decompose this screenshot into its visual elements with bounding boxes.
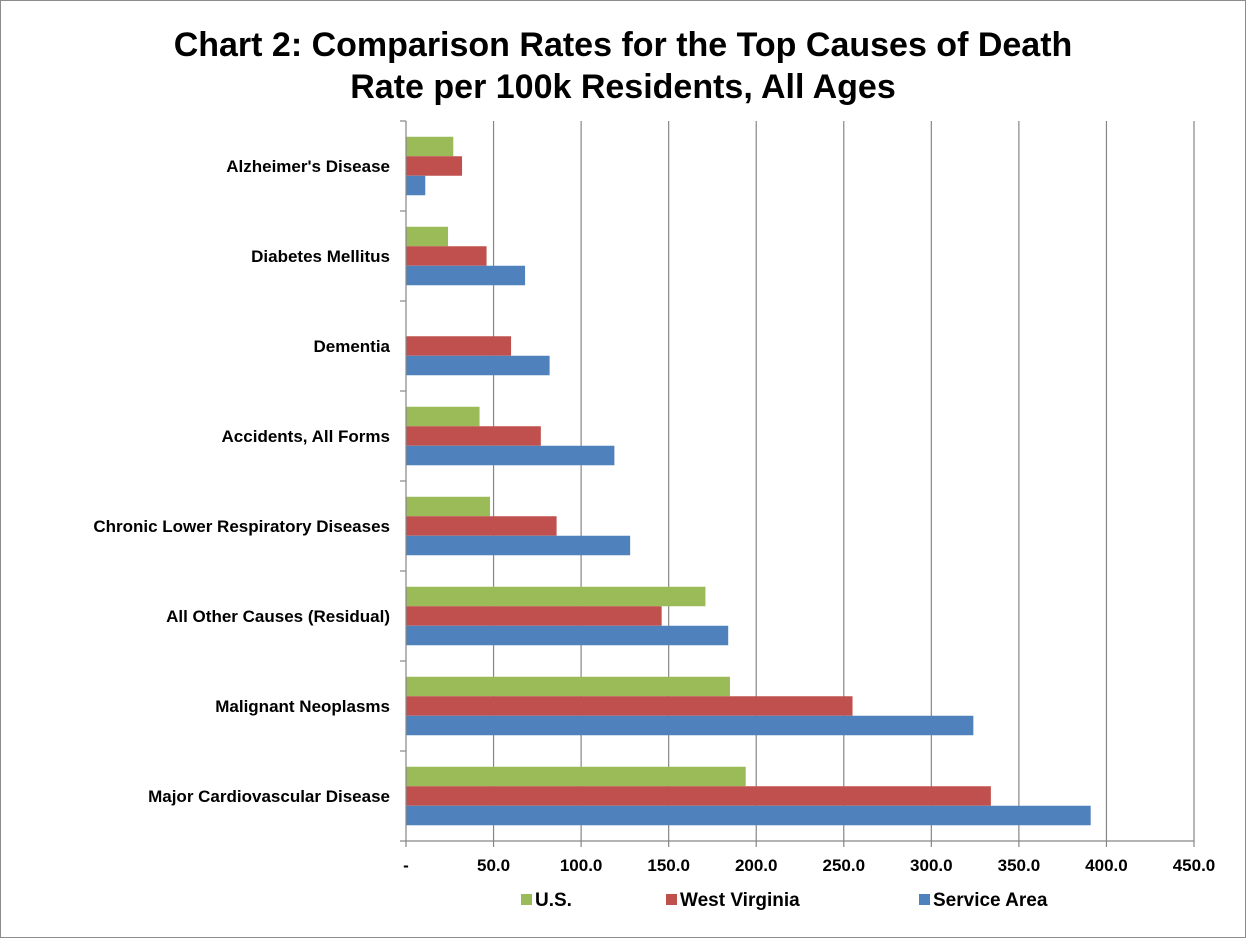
chart-title-line-1: Chart 2: Comparison Rates for the Top Ca…	[174, 26, 1073, 64]
bar-service-area-4	[406, 535, 631, 556]
bar-service-area-5	[406, 625, 729, 646]
bar-west-virginia-2	[406, 336, 512, 356]
bar-west-virginia-3	[406, 426, 541, 446]
x-tick-label-5: 250.0	[823, 856, 866, 875]
legend-swatch-1	[666, 894, 677, 905]
bar-west-virginia-4	[406, 516, 557, 536]
bar-u-s-7	[406, 766, 746, 787]
bars	[406, 136, 1091, 826]
x-tick-label-4: 200.0	[735, 856, 778, 875]
legend-label-1: West Virginia	[680, 890, 800, 911]
category-label-2: Dementia	[313, 337, 390, 356]
x-tick-label-8: 400.0	[1085, 856, 1128, 875]
bar-west-virginia-0	[406, 156, 463, 176]
category-label-4: Chronic Lower Respiratory Diseases	[93, 517, 390, 536]
bar-service-area-3	[406, 445, 615, 466]
category-label-7: Major Cardiovascular Disease	[148, 787, 390, 806]
x-tick-label-1: 50.0	[477, 856, 510, 875]
bar-service-area-2	[406, 355, 550, 376]
bar-west-virginia-6	[406, 696, 853, 716]
x-tick-label-0: -	[403, 856, 409, 875]
bar-u-s-3	[406, 406, 480, 427]
tick-labels: - 50.0 100.0 150.0 200.0 250.0 300.0 350.0 400.0…	[403, 856, 1215, 875]
category-label-0: Alzheimer's Disease	[226, 157, 390, 176]
bar-service-area-1	[406, 265, 526, 286]
category-label-1: Diabetes Mellitus	[251, 247, 390, 266]
x-tick-label-6: 300.0	[910, 856, 953, 875]
bar-u-s-5	[406, 586, 706, 607]
chart-title-line-2: Rate per 100k Residents, All Ages	[350, 68, 895, 106]
legend-swatch-2	[919, 894, 930, 905]
x-tick-label-3: 150.0	[647, 856, 690, 875]
legend-label-2: Service Area	[933, 890, 1048, 911]
category-label-5: All Other Causes (Residual)	[166, 607, 390, 626]
gridlines	[492, 121, 1195, 841]
bar-west-virginia-5	[406, 606, 662, 626]
bar-u-s-4	[406, 496, 491, 517]
x-tick-label-2: 100.0	[560, 856, 603, 875]
bar-service-area-7	[406, 805, 1091, 826]
category-label-3: Accidents, All Forms	[222, 427, 390, 446]
legend-swatch-0	[521, 894, 532, 905]
bar-west-virginia-1	[406, 246, 487, 266]
x-tick-label-7: 350.0	[998, 856, 1041, 875]
category-labels: Alzheimer's Disease Diabetes Mellitus Deme…	[93, 157, 390, 806]
x-tick-label-9: 450.0	[1173, 856, 1216, 875]
bar-u-s-1	[406, 226, 449, 247]
axes	[400, 120, 1195, 847]
category-label-6: Malignant Neoplasms	[215, 697, 390, 716]
legend: U.S. West Virginia Service Area	[521, 890, 1048, 911]
bar-service-area-6	[406, 715, 974, 736]
bar-west-virginia-7	[406, 786, 991, 806]
bar-u-s-0	[406, 136, 454, 157]
bar-service-area-0	[406, 175, 426, 196]
bar-u-s-6	[406, 676, 730, 697]
legend-label-0: U.S.	[535, 890, 572, 911]
